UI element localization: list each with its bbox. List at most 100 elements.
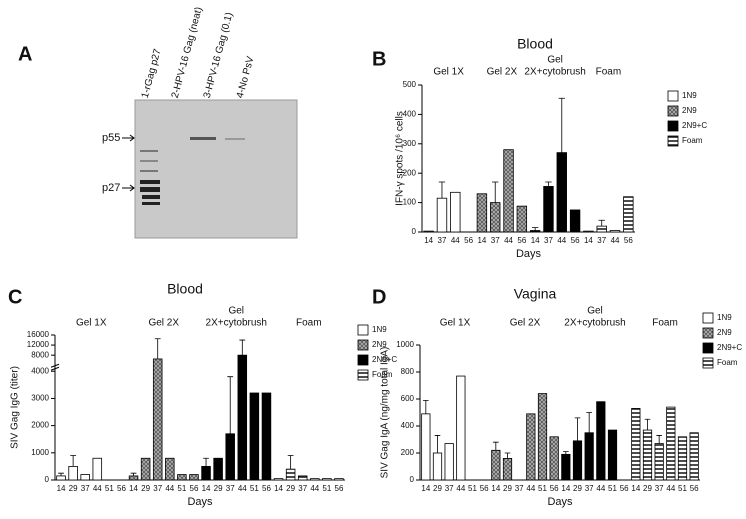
- x-tick-label: 44: [165, 484, 174, 493]
- y-tick-label: 100: [403, 198, 417, 207]
- x-tick-label: 29: [214, 484, 223, 493]
- error-bar: [656, 435, 662, 444]
- x-axis-label: Days: [187, 496, 213, 508]
- bar: [491, 449, 501, 481]
- x-tick-label: 44: [596, 484, 605, 493]
- bar: [596, 401, 606, 481]
- group-label: Gel 1X: [433, 67, 464, 78]
- x-tick-label: 14: [202, 484, 211, 493]
- bar: [529, 230, 541, 233]
- x-tick-label: 14: [561, 484, 570, 493]
- y-tick-label: 200: [403, 168, 417, 177]
- bar: [273, 478, 284, 481]
- y-tick-label: 12000: [27, 340, 50, 349]
- legend-swatch: [667, 135, 679, 147]
- bar: [631, 408, 641, 481]
- lane-label: 1-rGag p27: [140, 47, 164, 99]
- x-tick-label: 14: [274, 484, 283, 493]
- y-tick-label: 2000: [31, 421, 49, 430]
- x-tick-label: 44: [238, 484, 247, 493]
- x-tick-label: 56: [117, 484, 126, 493]
- y-tick-label: 500: [403, 80, 417, 89]
- group-label: 2X+cytobrush: [206, 318, 267, 329]
- bar: [556, 152, 567, 233]
- error-bar: [287, 455, 294, 470]
- marker-label: p27: [102, 182, 120, 194]
- x-tick-label: 51: [250, 484, 259, 493]
- chart-title: Vagina: [514, 286, 557, 302]
- group-label: 2X+cytobrush: [564, 318, 625, 329]
- error-bar: [58, 472, 64, 476]
- panel-letter: B: [372, 48, 386, 70]
- bar: [490, 202, 501, 233]
- error-bar: [644, 418, 651, 431]
- x-tick-label: 51: [468, 484, 477, 493]
- error-bar: [492, 181, 499, 203]
- group-label: Gel 1X: [440, 318, 471, 329]
- bar: [261, 392, 272, 481]
- bar: [436, 197, 448, 233]
- x-tick-label: 14: [424, 236, 433, 245]
- lane-label: 4-No PsV: [235, 55, 257, 100]
- bar: [237, 354, 248, 481]
- error-bar: [586, 412, 592, 433]
- x-tick-label: 44: [611, 236, 620, 245]
- error-bar: [545, 181, 552, 187]
- error-bar: [504, 452, 511, 459]
- bar: [549, 436, 559, 481]
- bar: [322, 478, 332, 481]
- lane-label: 3-HPV-16 Gag (0.1): [202, 11, 235, 99]
- x-tick-label: 51: [538, 484, 547, 493]
- bar: [249, 392, 260, 481]
- bar: [285, 468, 296, 481]
- bar: [213, 457, 223, 481]
- bar: [677, 436, 688, 481]
- error-bar: [227, 376, 234, 434]
- group-label: 2X+cytobrush: [524, 67, 585, 78]
- bar: [310, 478, 320, 481]
- chart-title: Blood: [517, 36, 553, 52]
- bar: [56, 475, 66, 481]
- bar: [654, 443, 664, 481]
- x-tick-label: 44: [451, 236, 460, 245]
- group-label: Gel: [587, 306, 603, 317]
- group-label: Gel 1X: [76, 318, 107, 329]
- legend-swatch: [667, 105, 679, 117]
- y-tick-label: 800: [401, 367, 415, 376]
- x-tick-label: 51: [177, 484, 186, 493]
- x-tick-label: 44: [310, 484, 319, 493]
- x-tick-label: 51: [678, 484, 687, 493]
- y-tick-label: 400: [403, 110, 417, 119]
- legend-label: Foam: [682, 136, 703, 145]
- legend-label: 2N9: [682, 106, 697, 115]
- bar: [423, 230, 434, 233]
- y-tick-label: 4000: [31, 366, 49, 375]
- legend-swatch: [667, 120, 679, 132]
- bar: [642, 429, 653, 481]
- group-label: Gel 2X: [148, 318, 179, 329]
- x-tick-label: 37: [438, 236, 447, 245]
- gel-image: [135, 100, 297, 238]
- x-tick-label: 29: [503, 484, 512, 493]
- x-tick-label: 37: [226, 484, 235, 493]
- x-tick-label: 56: [480, 484, 489, 493]
- bar: [572, 440, 583, 481]
- bar: [450, 191, 461, 233]
- x-axis-label: Days: [547, 496, 573, 508]
- x-tick-label: 14: [57, 484, 66, 493]
- x-tick-label: 14: [531, 236, 540, 245]
- gel-bands: [140, 137, 245, 205]
- bar: [189, 474, 199, 481]
- bar: [537, 393, 548, 481]
- x-tick-label: 37: [491, 236, 500, 245]
- x-tick-label: 56: [620, 484, 629, 493]
- bar: [516, 205, 528, 233]
- x-tick-label: 56: [335, 484, 344, 493]
- bar: [297, 475, 308, 481]
- x-tick-label: 14: [477, 236, 486, 245]
- gel-border: [134, 99, 298, 239]
- bar: [607, 429, 618, 481]
- x-tick-label: 37: [153, 484, 162, 493]
- group-label: Gel 2X: [487, 67, 518, 78]
- legend-swatch: [702, 342, 714, 354]
